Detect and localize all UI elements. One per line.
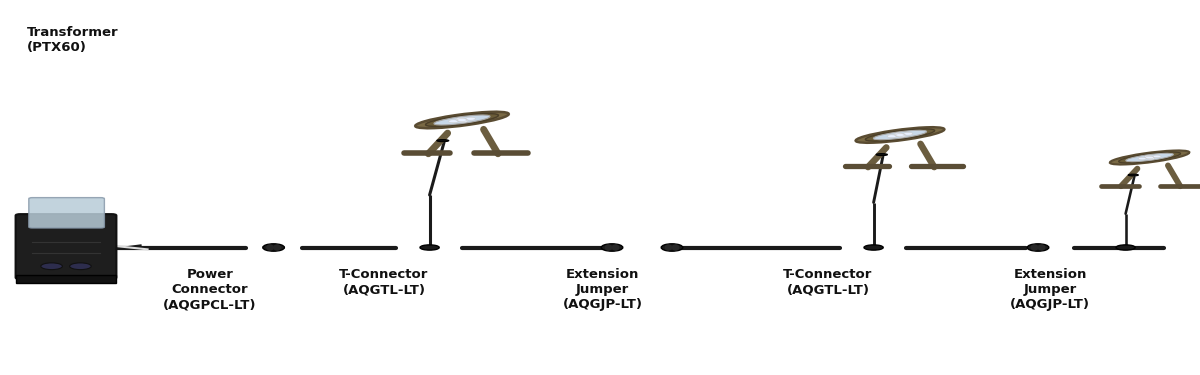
Text: T-Connector
(AQGTL-LT): T-Connector (AQGTL-LT): [784, 268, 872, 296]
Ellipse shape: [865, 129, 935, 141]
Text: Power
Connector
(AQGPCL-LT): Power Connector (AQGPCL-LT): [163, 268, 257, 311]
FancyBboxPatch shape: [29, 198, 104, 228]
Circle shape: [466, 117, 475, 120]
Ellipse shape: [1116, 245, 1135, 250]
Circle shape: [457, 118, 467, 122]
Text: T-Connector
(AQGTL-LT): T-Connector (AQGTL-LT): [340, 268, 428, 296]
Circle shape: [904, 132, 913, 135]
Ellipse shape: [437, 140, 449, 142]
Circle shape: [895, 134, 905, 136]
Ellipse shape: [426, 114, 498, 126]
Circle shape: [1138, 157, 1146, 160]
Circle shape: [1146, 156, 1153, 159]
Ellipse shape: [665, 244, 672, 251]
Circle shape: [894, 133, 904, 136]
Ellipse shape: [1027, 244, 1049, 251]
Ellipse shape: [415, 112, 509, 128]
Ellipse shape: [1110, 150, 1189, 165]
Ellipse shape: [856, 127, 944, 143]
Ellipse shape: [1031, 244, 1038, 251]
Ellipse shape: [420, 245, 439, 250]
Circle shape: [456, 118, 466, 121]
Ellipse shape: [874, 130, 926, 140]
Circle shape: [1145, 156, 1153, 158]
Ellipse shape: [661, 244, 683, 251]
Ellipse shape: [605, 244, 612, 251]
Circle shape: [70, 263, 91, 270]
Circle shape: [887, 135, 896, 138]
Ellipse shape: [1128, 174, 1139, 176]
Ellipse shape: [612, 244, 619, 251]
Ellipse shape: [274, 244, 281, 251]
Circle shape: [1146, 157, 1154, 159]
FancyBboxPatch shape: [16, 214, 116, 279]
Circle shape: [896, 134, 906, 137]
Text: Extension
Jumper
(AQGJP-LT): Extension Jumper (AQGJP-LT): [563, 268, 642, 311]
Text: Transformer
(PTX60): Transformer (PTX60): [26, 26, 118, 54]
Ellipse shape: [1126, 153, 1174, 162]
Circle shape: [458, 119, 468, 122]
Ellipse shape: [864, 245, 883, 250]
Ellipse shape: [1118, 152, 1181, 163]
Circle shape: [1153, 155, 1162, 158]
FancyBboxPatch shape: [16, 275, 116, 283]
Ellipse shape: [266, 244, 274, 251]
Circle shape: [41, 263, 62, 270]
Text: Extension
Jumper
(AQGJP-LT): Extension Jumper (AQGJP-LT): [1010, 268, 1090, 311]
Ellipse shape: [876, 154, 888, 156]
Ellipse shape: [672, 244, 679, 251]
Ellipse shape: [263, 244, 284, 251]
Ellipse shape: [601, 244, 623, 251]
Ellipse shape: [1038, 244, 1045, 251]
Circle shape: [449, 120, 458, 123]
Ellipse shape: [434, 115, 490, 125]
